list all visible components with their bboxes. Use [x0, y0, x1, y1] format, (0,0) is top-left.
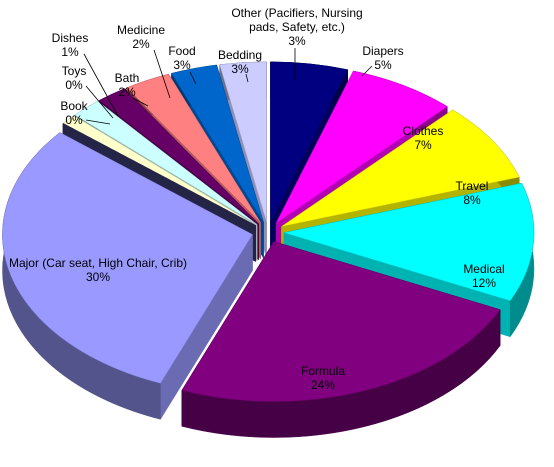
slice-top — [171, 64, 264, 223]
category-name: Toys — [61, 64, 87, 78]
slice-top — [62, 115, 257, 226]
category-name: Travel — [455, 179, 489, 193]
category-name: Formula — [300, 364, 345, 378]
value-label: 2% — [132, 37, 150, 51]
value-label: 0% — [65, 78, 83, 92]
value-label: 3% — [173, 58, 191, 72]
leader-line — [85, 119, 111, 125]
data-label: Medical 12% — [444, 262, 524, 290]
leader-line — [361, 65, 373, 77]
category-name: Major (Car seat, High Chair, Crib) — [8, 256, 188, 270]
value-label: 3% — [288, 34, 306, 48]
value-label: 0% — [65, 113, 83, 127]
category-name: Medicine — [116, 23, 166, 37]
data-label: Bath 2% — [102, 71, 152, 99]
value-label: 5% — [374, 58, 392, 72]
slice-top — [2, 132, 253, 384]
value-label: 1% — [61, 45, 79, 59]
leader-line — [83, 53, 119, 117]
slice-top — [281, 109, 520, 227]
data-label: Medicine 2% — [111, 23, 171, 51]
slice-top — [181, 241, 501, 402]
value-label: 30% — [85, 270, 111, 284]
leader-line — [132, 97, 149, 107]
pie-slice — [181, 240, 501, 438]
value-label: 2% — [118, 85, 136, 99]
value-label: 7% — [414, 138, 432, 152]
data-label: Dishes 1% — [45, 31, 95, 59]
value-label: 12% — [471, 276, 497, 290]
pie-slice — [2, 132, 253, 421]
data-label: Toys 0% — [49, 64, 99, 92]
category-name: Bath — [114, 71, 140, 85]
category-name: Other (Pacifiers, Nursing pads, Safety, … — [231, 6, 363, 34]
category-name: Diapers — [362, 44, 404, 58]
data-label: Formula 24% — [283, 364, 363, 392]
data-label: Food 3% — [157, 44, 207, 72]
leader-line — [85, 85, 114, 119]
value-label: 8% — [463, 193, 481, 207]
slice-top — [74, 100, 258, 225]
data-label: Bedding 3% — [210, 48, 270, 76]
data-label: Travel 8% — [442, 179, 502, 207]
data-label: Book 0% — [49, 99, 99, 127]
category-name: Medical — [463, 262, 505, 276]
data-label: Clothes 7% — [388, 124, 458, 152]
data-label: Major (Car seat, High Chair, Crib) 30% — [3, 256, 193, 284]
leader-line — [189, 71, 197, 85]
category-name: Food — [168, 44, 196, 58]
leader-line — [153, 49, 171, 99]
slice-top — [62, 123, 256, 226]
category-name: Dishes — [51, 31, 89, 45]
slice-top — [219, 61, 267, 222]
slice-top — [275, 70, 448, 224]
data-label: Other (Pacifiers, Nursing pads, Safety, … — [222, 6, 372, 48]
leader-line — [245, 73, 249, 83]
slice-top — [270, 61, 349, 222]
data-label: Diapers 5% — [338, 44, 428, 72]
category-name: Book — [60, 99, 88, 113]
category-name: Clothes — [402, 124, 444, 138]
value-label: 24% — [310, 378, 336, 392]
category-name: Bedding — [217, 48, 263, 62]
slice-top — [126, 73, 261, 224]
value-label: 3% — [231, 62, 249, 76]
slice-top — [98, 88, 259, 224]
slice-top — [283, 182, 535, 302]
